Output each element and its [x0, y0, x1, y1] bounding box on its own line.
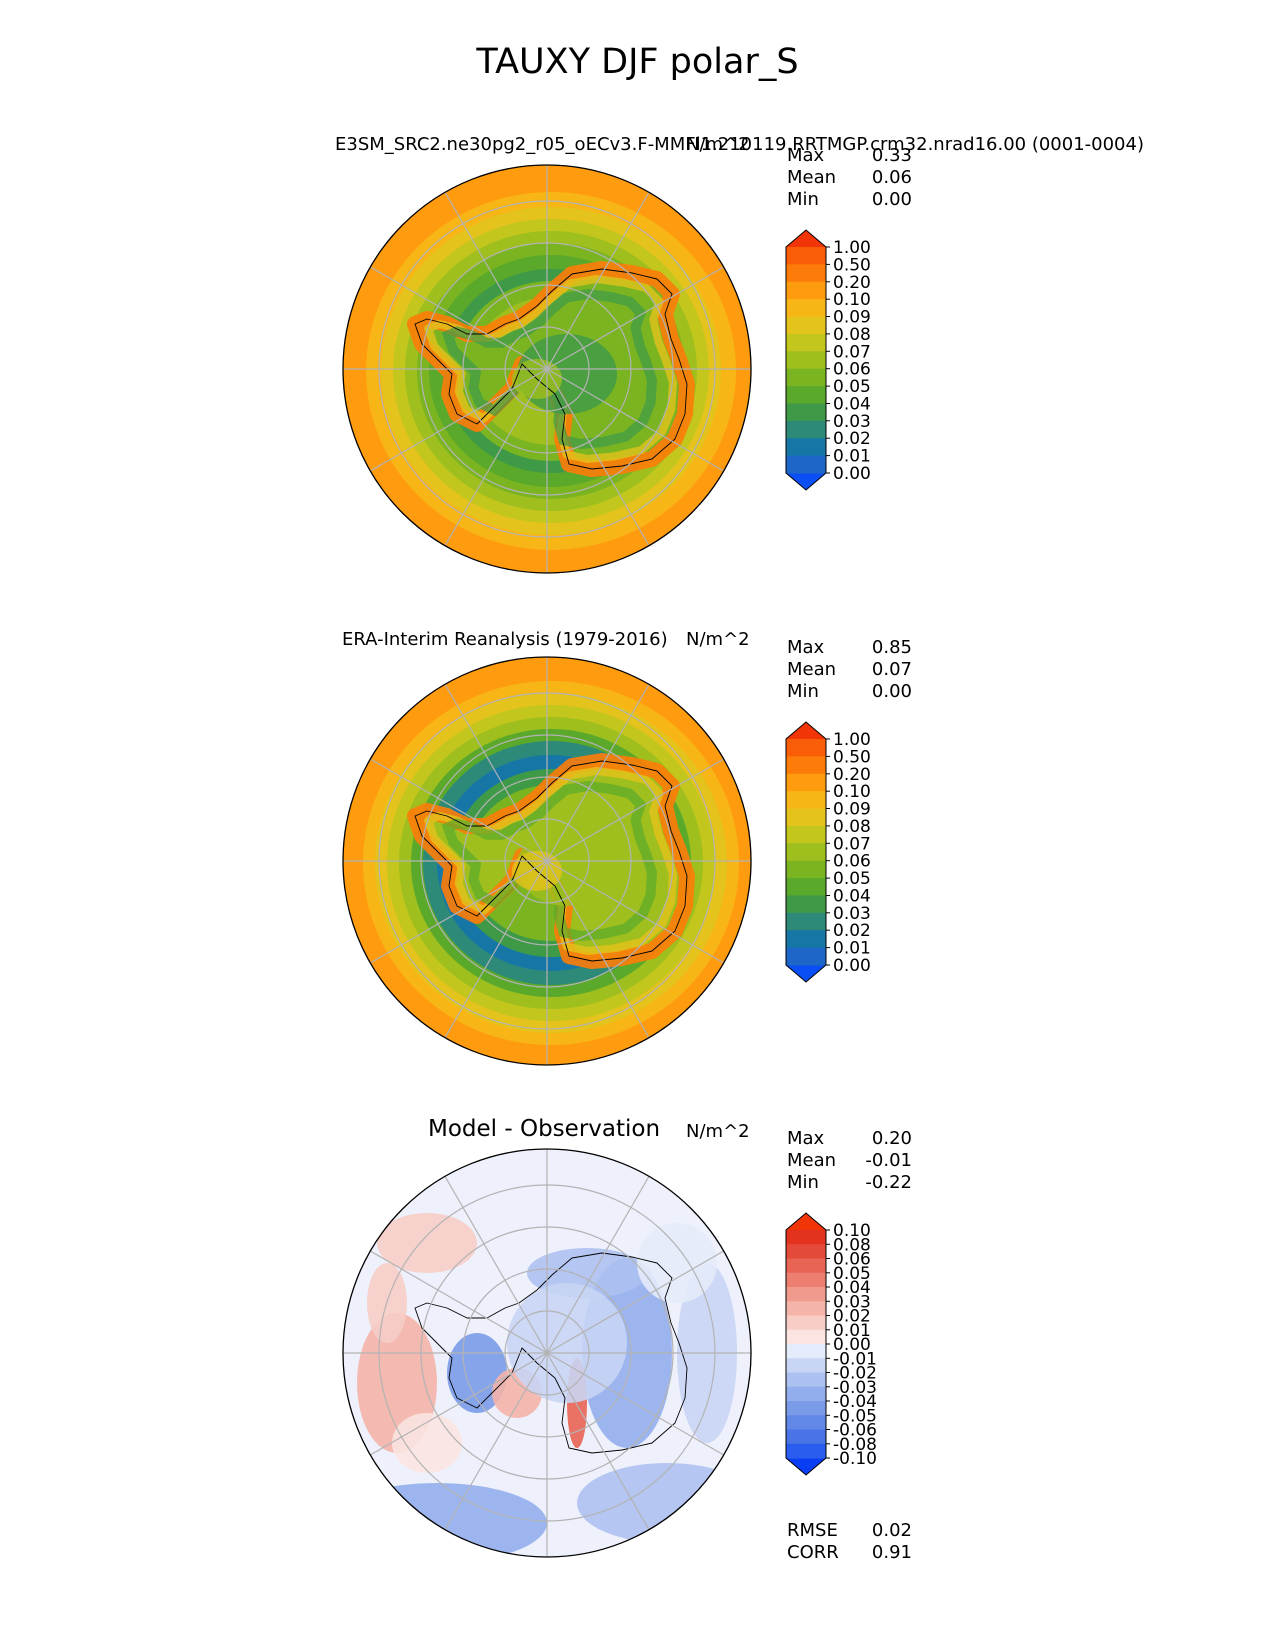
panel-3-stat-mean-label: Mean [787, 1150, 837, 1171]
colorbar-tick-label: 0.09 [833, 800, 871, 820]
colorbar-tick-label: -0.01 [833, 1349, 877, 1369]
map-overlay-reference [342, 656, 752, 1066]
colorbar-tick-label: 1.00 [833, 730, 871, 750]
panel-2-units: N/m^2 [686, 629, 750, 650]
colorbar-difference: -0.10-0.08-0.06-0.05-0.04-0.03-0.02-0.01… [785, 1212, 877, 1476]
panel-1-stat-min-label: Min [787, 189, 819, 210]
colorbar-tick-label: 0.10 [833, 1221, 871, 1241]
panel-1-title: E3SM_SRC2.ne30pg2_r05_oECv3.F-MMFl1.2101… [335, 134, 1144, 155]
colorbar-tick-label: 0.03 [833, 904, 871, 924]
colorbar-tick-label: 0.10 [833, 290, 871, 310]
colorbar-tick-label: -0.04 [833, 1392, 877, 1412]
colorbar-tick-label: 0.05 [833, 869, 871, 889]
colorbar-tick-label: 0.04 [833, 395, 871, 415]
colorbar-tick-label: 0.04 [833, 1278, 871, 1298]
colorbar-reference: 0.000.010.020.030.040.050.060.070.080.09… [785, 721, 871, 983]
colorbar-tick-label: 1.00 [833, 238, 871, 258]
colorbar-tick-label: 0.01 [833, 447, 871, 467]
panel-3-rmse-value: 0.02 [871, 1520, 912, 1541]
colorbar-tick-label: 0.05 [833, 377, 871, 397]
figure-title: TAUXY DJF polar_S [476, 42, 799, 82]
colorbar-tick-label: -0.05 [833, 1406, 877, 1426]
colorbar-tick-label: 0.06 [833, 1250, 871, 1270]
colorbar-tick-label: 0.07 [833, 834, 871, 854]
panel-1-stat-mean-label: Mean [787, 167, 837, 188]
colorbar-tick-label: 0.50 [833, 255, 871, 275]
panel-1-stat-mean-value: 0.06 [871, 167, 912, 188]
panel-3-stat-min-value: -0.22 [865, 1172, 912, 1193]
colorbar-tick-label: -0.10 [833, 1449, 877, 1469]
panel-1-units: N/m^2 [686, 134, 750, 155]
colorbar-tick-label: 0.03 [833, 412, 871, 432]
colorbar-tick-label: 0.02 [833, 1307, 871, 1327]
colorbar-tick-label: 0.08 [833, 1235, 871, 1255]
panel-3-stat-min-label: Min [787, 1172, 819, 1193]
colorbar-tick-label: 0.00 [833, 464, 871, 484]
map-overlay-test [342, 164, 752, 574]
colorbar-tick-label: 0.02 [833, 921, 871, 941]
colorbar-tick-label: 0.50 [833, 747, 871, 767]
colorbar-tick-label: 0.20 [833, 765, 871, 785]
colorbar-tick-label: 0.20 [833, 273, 871, 293]
panel-2-stat-max-label: Max [787, 637, 825, 658]
panel-2-stat-mean-value: 0.07 [871, 659, 912, 680]
colorbar-tick-label: 0.07 [833, 342, 871, 362]
colorbar-tick-label: -0.03 [833, 1378, 877, 1398]
colorbar-tick-label: 0.06 [833, 852, 871, 872]
colorbar-tick-label: 0.01 [833, 939, 871, 959]
colorbar-tick-label: 0.10 [833, 782, 871, 802]
panel-1-stat-max-value: 0.33 [871, 145, 912, 166]
colorbar-tick-label: -0.08 [833, 1435, 877, 1455]
colorbar-tick-label: 0.02 [833, 429, 871, 449]
panel-3-corr-label: CORR [787, 1542, 839, 1563]
panel-2-stat-min-label: Min [787, 681, 819, 702]
colorbar-tick-label: 0.00 [833, 1335, 871, 1355]
colorbar-tick-label: -0.06 [833, 1421, 877, 1441]
colorbar-tick-label: 0.08 [833, 325, 871, 345]
colorbar-tick-label: 0.00 [833, 956, 871, 976]
colorbar-tick-label: 0.08 [833, 817, 871, 837]
colorbar-tick-label: 0.06 [833, 360, 871, 380]
panel-3-title: Model - Observation [428, 1116, 661, 1142]
panel-1-stat-max-label: Max [787, 145, 825, 166]
panel-2-stat-max-value: 0.85 [871, 637, 912, 658]
panel-3-stat-mean-value: -0.01 [865, 1150, 912, 1171]
panel-3-rmse-label: RMSE [787, 1520, 838, 1541]
panel-2-title: ERA-Interim Reanalysis (1979-2016) [342, 629, 668, 650]
panel-3-stat-max-label: Max [787, 1128, 825, 1149]
panel-2-stat-mean-label: Mean [787, 659, 837, 680]
panel-1-stat-min-value: 0.00 [871, 189, 912, 210]
panel-3-units: N/m^2 [686, 1121, 750, 1142]
colorbar-tick-label: 0.05 [833, 1264, 871, 1284]
panel-2-stat-min-value: 0.00 [871, 681, 912, 702]
colorbar-tick-label: -0.02 [833, 1364, 877, 1384]
colorbar-tick-label: 0.01 [833, 1321, 871, 1341]
colorbar-tick-label: 0.03 [833, 1292, 871, 1312]
colorbar-tick-label: 0.09 [833, 308, 871, 328]
panel-3-corr-value: 0.91 [871, 1542, 912, 1563]
colorbar-tick-label: 0.04 [833, 887, 871, 907]
panel-3-stat-max-value: 0.20 [871, 1128, 912, 1149]
colorbar-test: 0.000.010.020.030.040.050.060.070.080.09… [785, 229, 871, 491]
map-overlay-difference [342, 1148, 752, 1558]
